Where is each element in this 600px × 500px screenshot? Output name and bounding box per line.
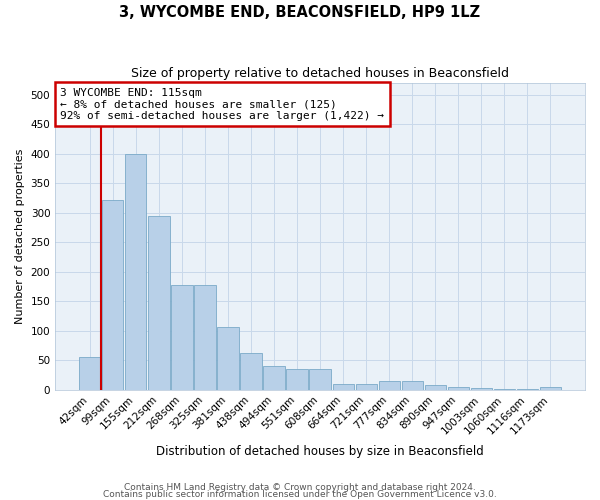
Bar — [148, 216, 170, 390]
X-axis label: Distribution of detached houses by size in Beaconsfield: Distribution of detached houses by size … — [156, 444, 484, 458]
Text: Contains HM Land Registry data © Crown copyright and database right 2024.: Contains HM Land Registry data © Crown c… — [124, 484, 476, 492]
Text: Contains public sector information licensed under the Open Government Licence v3: Contains public sector information licen… — [103, 490, 497, 499]
Text: 3, WYCOMBE END, BEACONSFIELD, HP9 1LZ: 3, WYCOMBE END, BEACONSFIELD, HP9 1LZ — [119, 5, 481, 20]
Bar — [310, 369, 331, 390]
Bar — [172, 286, 193, 390]
Bar — [332, 384, 353, 390]
Bar — [540, 387, 561, 390]
Bar — [470, 388, 492, 390]
Bar — [217, 326, 239, 390]
Bar — [448, 387, 469, 390]
Text: 3 WYCOMBE END: 115sqm
← 8% of detached houses are smaller (125)
92% of semi-deta: 3 WYCOMBE END: 115sqm ← 8% of detached h… — [61, 88, 385, 121]
Bar — [517, 389, 538, 390]
Bar — [356, 384, 377, 390]
Bar — [263, 366, 284, 390]
Bar — [102, 200, 124, 390]
Bar — [379, 381, 400, 390]
Bar — [425, 385, 446, 390]
Bar — [494, 389, 515, 390]
Bar — [125, 154, 146, 390]
Bar — [194, 286, 215, 390]
Bar — [79, 358, 100, 390]
Y-axis label: Number of detached properties: Number of detached properties — [15, 148, 25, 324]
Bar — [401, 381, 423, 390]
Bar — [241, 353, 262, 390]
Title: Size of property relative to detached houses in Beaconsfield: Size of property relative to detached ho… — [131, 68, 509, 80]
Bar — [286, 368, 308, 390]
